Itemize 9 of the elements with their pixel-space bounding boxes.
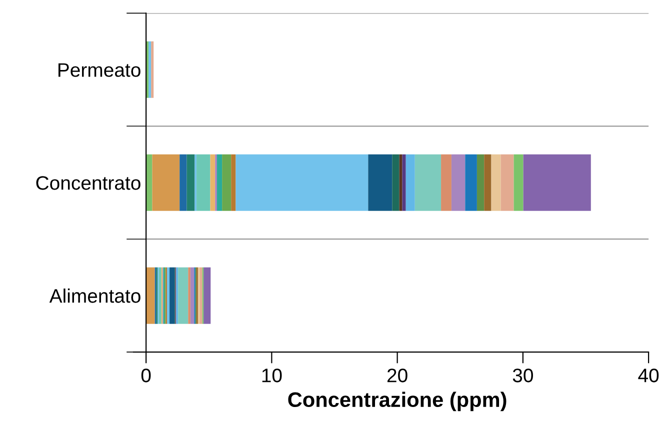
y-tick-label: Concentrato [36, 176, 140, 190]
x-tick-label: 40 [638, 368, 659, 382]
x-tick-label: 30 [512, 368, 533, 382]
x-tick-label: 10 [262, 368, 282, 382]
x-axis-title: Concentrazione (ppm) [288, 392, 506, 412]
x-tick-label: 0 [141, 368, 151, 382]
y-tick-label: Permeato [58, 63, 140, 77]
y-tick-label: Alimentato [49, 288, 140, 303]
x-tick-label: 20 [387, 368, 408, 382]
